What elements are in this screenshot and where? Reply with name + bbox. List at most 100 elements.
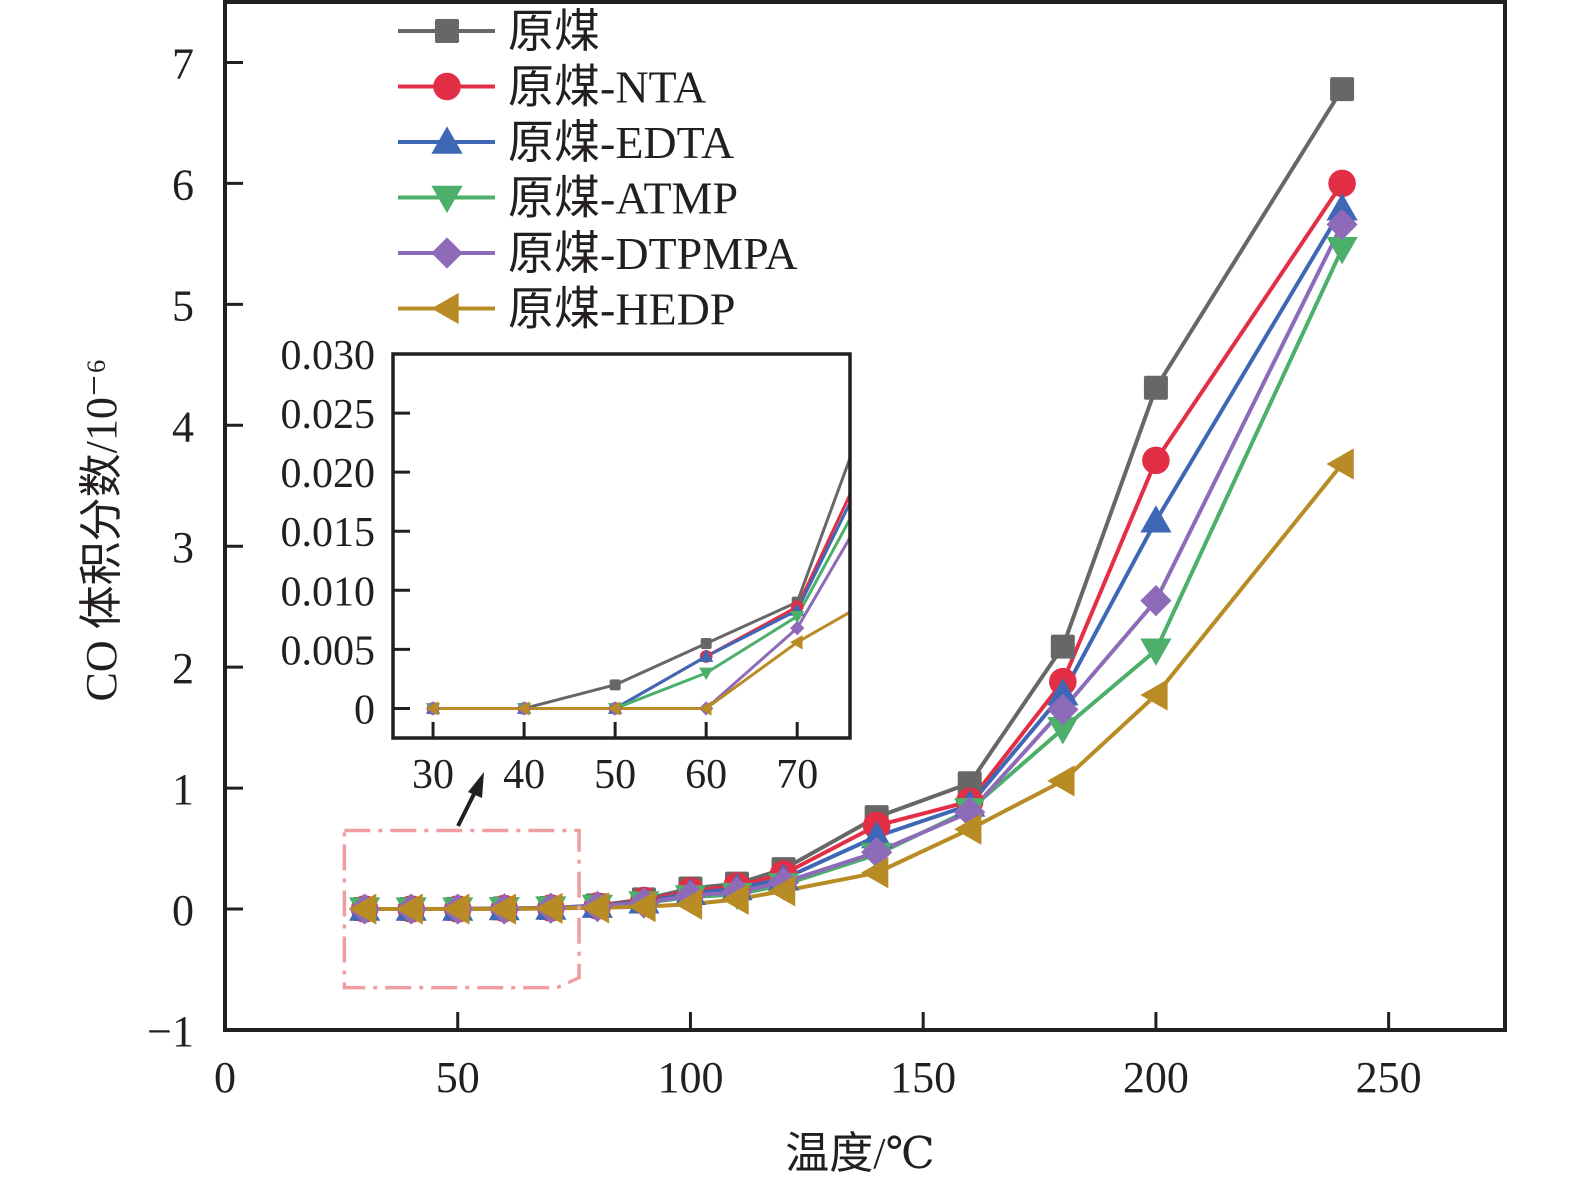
inset-data-point-5-4 (790, 635, 803, 650)
data-point-5-1 (395, 893, 423, 925)
main-plot-marks (349, 77, 1358, 925)
inset-y-tick-label: 0 (354, 687, 375, 733)
legend-item-4: 原煤-DTPMPA (398, 228, 798, 279)
y-tick-label: 2 (172, 644, 194, 693)
inset-data-point-0-3 (700, 637, 712, 649)
data-point-0-14 (1330, 77, 1355, 102)
x-tick-label: 250 (1356, 1053, 1422, 1102)
inset-data-point-5-2 (607, 701, 621, 716)
legend-marker (435, 19, 459, 43)
data-point-4-13 (1140, 585, 1172, 617)
y-tick-label: 4 (172, 402, 194, 451)
legend-item-2: 原煤-EDTA (398, 117, 734, 168)
inset-y-tick-label: 0.030 (281, 333, 376, 379)
inset-frame (391, 352, 852, 740)
inset-plot-marks (425, 453, 850, 716)
data-point-5-11 (954, 813, 982, 845)
data-point-5-2 (442, 893, 470, 925)
inset-data-point-2-3 (699, 649, 714, 662)
data-point-2-12 (1047, 678, 1079, 706)
inset-data-point-3-3 (699, 667, 714, 681)
data-point-5-12 (1047, 765, 1075, 797)
legend-item-5: 原煤-HEDP (398, 284, 735, 335)
legend-item-3: 原煤-ATMP (398, 173, 738, 224)
data-point-5-10 (861, 857, 889, 889)
data-point-2-14 (1326, 193, 1358, 221)
inset-y-tick-label: 0.020 (281, 451, 376, 497)
x-tick-label: 100 (657, 1053, 723, 1102)
legend-marker (431, 126, 463, 154)
data-point-2-13 (1140, 505, 1172, 533)
inset-y-tick-label: 0.005 (281, 628, 376, 674)
inset-y-tick-label: 0.025 (281, 392, 376, 438)
y-tick-label: 7 (172, 39, 194, 88)
inset-data-point-3-4 (790, 610, 805, 624)
legend-marker (431, 237, 463, 269)
data-point-3-14 (1326, 237, 1358, 265)
inset-data-point-5-0 (425, 701, 439, 716)
y-axis-title: CO 体积分数/10⁻⁶ (77, 359, 126, 702)
data-point-0-12 (1050, 634, 1075, 659)
legend-item-0: 原煤 (398, 6, 600, 57)
legend-item-1: 原煤-NTA (398, 62, 706, 113)
inset-data-point-5-1 (516, 701, 530, 716)
inset-y-tick-label: 0.015 (281, 510, 376, 556)
data-point-3-12 (1047, 717, 1079, 745)
legend-marker (431, 185, 463, 214)
x-tick-label: 150 (890, 1053, 956, 1102)
zoom-region-box (342, 828, 581, 990)
inset-chart: 30 40 50 60 70 0 0.005 0.010 0.015 0.020 0.025 0.03… (281, 333, 852, 798)
legend-marker (431, 292, 459, 325)
zoom-region-outline (342, 828, 581, 990)
zoom-arrow (456, 772, 484, 827)
data-point-5-5 (581, 892, 610, 924)
x-tick-label: 0 (214, 1053, 236, 1102)
x-axis-title: 温度/℃ (785, 1129, 934, 1178)
inset-axis-ticks: 30 40 50 60 70 0 0.005 0.010 0.015 0.020 0.025 0.03… (281, 333, 819, 798)
y-tick-label: 1 (172, 765, 194, 814)
data-point-5-4 (535, 892, 563, 924)
inset-x-tick-label: 70 (776, 752, 818, 798)
inset-x-tick-label: 40 (503, 752, 545, 798)
x-tick-label: 50 (436, 1053, 480, 1102)
main-plot-frame (223, 0, 1507, 1032)
inset-data-point-0-2 (609, 679, 621, 691)
data-point-5-14 (1326, 448, 1354, 480)
inset-data-point-5-3 (699, 701, 712, 716)
data-point-5-7 (674, 888, 703, 920)
zoom-arrow-shaft (456, 789, 478, 827)
inset-x-tick-label: 30 (412, 752, 454, 798)
data-point-3-13 (1140, 638, 1172, 666)
inset-data-point-4-4 (790, 620, 805, 636)
y-tick-label: 0 (172, 886, 194, 935)
data-point-5-0 (349, 893, 377, 925)
inset-background (393, 354, 850, 738)
data-point-5-3 (488, 893, 516, 925)
data-point-4-12 (1047, 693, 1079, 726)
inset-x-tick-label: 60 (685, 752, 727, 798)
legend-marker (433, 72, 461, 101)
inset-series-line-5 (433, 610, 850, 710)
data-point-5-13 (1140, 679, 1168, 711)
data-point-4-14 (1326, 208, 1358, 241)
data-point-0-13 (1143, 375, 1168, 400)
y-tick-label: 5 (172, 281, 194, 330)
y-tick-label: −1 (147, 1007, 194, 1056)
legend-label: 原煤-DTPMPA (508, 228, 798, 279)
zoom-arrow-head (468, 772, 484, 798)
data-point-1-14 (1328, 169, 1356, 198)
legend-label: 原煤 (508, 6, 600, 57)
y-tick-label: 3 (172, 523, 194, 572)
x-tick-label: 200 (1123, 1053, 1189, 1102)
legend-label: 原煤-ATMP (508, 173, 738, 224)
inset-y-tick-label: 0.010 (281, 569, 376, 615)
legend-label: 原煤-HEDP (508, 284, 735, 335)
inset-x-tick-label: 50 (594, 752, 636, 798)
data-point-2-10 (861, 820, 893, 849)
data-point-5-8 (721, 883, 749, 915)
data-point-1-13 (1142, 446, 1170, 475)
legend-label: 原煤-NTA (508, 62, 706, 113)
main-axis-ticks: 0 50 100 150 200 250 −1 0 1 2 3 4 5 6 7 (147, 39, 1421, 1102)
